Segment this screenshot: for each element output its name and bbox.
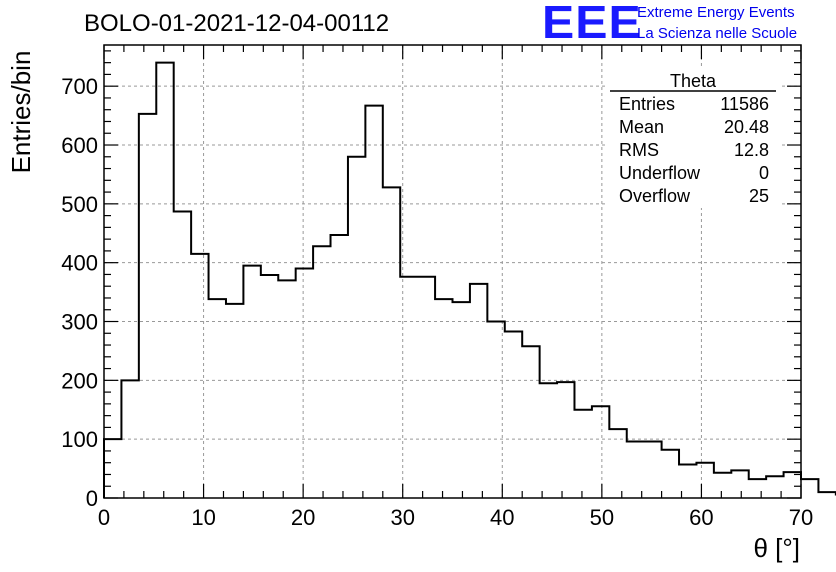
stats-value: 25 <box>749 186 769 206</box>
x-tick-label: 70 <box>789 505 813 530</box>
histogram-bin <box>540 383 557 498</box>
y-tick-label: 0 <box>86 486 98 511</box>
stats-label: Underflow <box>619 163 701 183</box>
stats-label: RMS <box>619 140 659 160</box>
histogram-bin <box>278 280 295 498</box>
logo-line-1: Extreme Energy Events <box>637 4 795 21</box>
stats-rows: Entries 11586 Mean 20.48 RMS 12.8 Underflow 0 Ov… <box>619 94 769 206</box>
histogram-bin <box>627 442 644 498</box>
y-tick-label: 500 <box>61 192 98 217</box>
histogram-bin <box>261 275 278 498</box>
histogram-bin <box>644 442 661 498</box>
histogram-bin <box>383 187 400 498</box>
histogram-bin <box>104 439 121 498</box>
histogram-bin <box>331 235 348 498</box>
histogram-bin <box>348 157 365 498</box>
logo-line-2: La Scienza nelle Scuole <box>637 25 798 42</box>
y-tick-label: 100 <box>61 427 98 452</box>
plot-title: BOLO-01-2021-12-04-00112 <box>84 10 390 37</box>
y-axis-title: Entries/bin <box>6 51 36 174</box>
stats-label: Entries <box>619 94 675 114</box>
histogram-bin <box>453 302 470 498</box>
y-tick-labels: 0 100 200 300 400 500 600 700 <box>61 74 98 511</box>
grid-lines <box>104 45 801 498</box>
histogram-bin <box>522 346 539 498</box>
x-tick-label: 60 <box>689 505 713 530</box>
histogram-bin <box>209 299 226 498</box>
axis-ticks <box>103 45 802 499</box>
histogram-bin <box>435 299 452 498</box>
histogram-bin <box>609 429 626 498</box>
histogram-bin <box>574 410 591 498</box>
x-tick-label: 20 <box>291 505 315 530</box>
y-tick-label: 700 <box>61 74 98 99</box>
histogram-bin <box>784 472 801 498</box>
histogram-bin <box>191 254 208 498</box>
histogram-bin <box>470 284 487 498</box>
histogram-bin <box>243 266 260 498</box>
histogram-bin <box>749 479 766 498</box>
histogram-bin <box>226 304 243 498</box>
histogram-bin <box>731 470 748 498</box>
histogram-bin <box>662 450 679 498</box>
stats-value: 20.48 <box>724 117 769 137</box>
histogram-bin <box>505 332 522 498</box>
histogram-bin <box>557 382 574 498</box>
histogram-bin <box>296 269 313 498</box>
histogram-bin <box>592 406 609 498</box>
stats-name: Theta <box>670 71 717 91</box>
histogram-bin <box>714 473 731 498</box>
stats-value: 0 <box>759 163 769 183</box>
histogram-outline <box>103 61 836 498</box>
logo-mark: EEE <box>542 0 642 48</box>
histogram-bin <box>139 114 156 498</box>
stats-value: 12.8 <box>734 140 769 160</box>
x-tick-label: 10 <box>191 505 215 530</box>
histogram-bin <box>418 277 435 498</box>
y-tick-label: 300 <box>61 310 98 335</box>
x-tick-label: 40 <box>490 505 514 530</box>
x-axis-title: θ [°] <box>753 533 800 563</box>
histogram-bin <box>156 63 173 498</box>
stats-label: Mean <box>619 117 664 137</box>
x-tick-label: 30 <box>390 505 414 530</box>
stats-label: Overflow <box>619 186 691 206</box>
eee-logo: EEE Extreme Energy Events La Scienza nel… <box>542 0 832 48</box>
histogram-bin <box>174 211 191 498</box>
stats-value: 11586 <box>720 94 769 114</box>
y-tick-label: 400 <box>61 251 98 276</box>
x-tick-labels: 0 10 20 30 40 50 60 70 <box>98 505 813 530</box>
stats-box: Theta Entries 11586 Mean 20.48 RMS 12.8 Underf… <box>606 68 780 208</box>
plot-frame <box>103 44 802 499</box>
histogram-bin <box>313 246 330 498</box>
x-tick-label: 50 <box>590 505 614 530</box>
histogram-bin <box>801 479 818 498</box>
x-tick-label: 0 <box>98 505 110 530</box>
y-tick-label: 600 <box>61 133 98 158</box>
y-tick-label: 200 <box>61 368 98 393</box>
histogram-bin <box>696 463 713 498</box>
